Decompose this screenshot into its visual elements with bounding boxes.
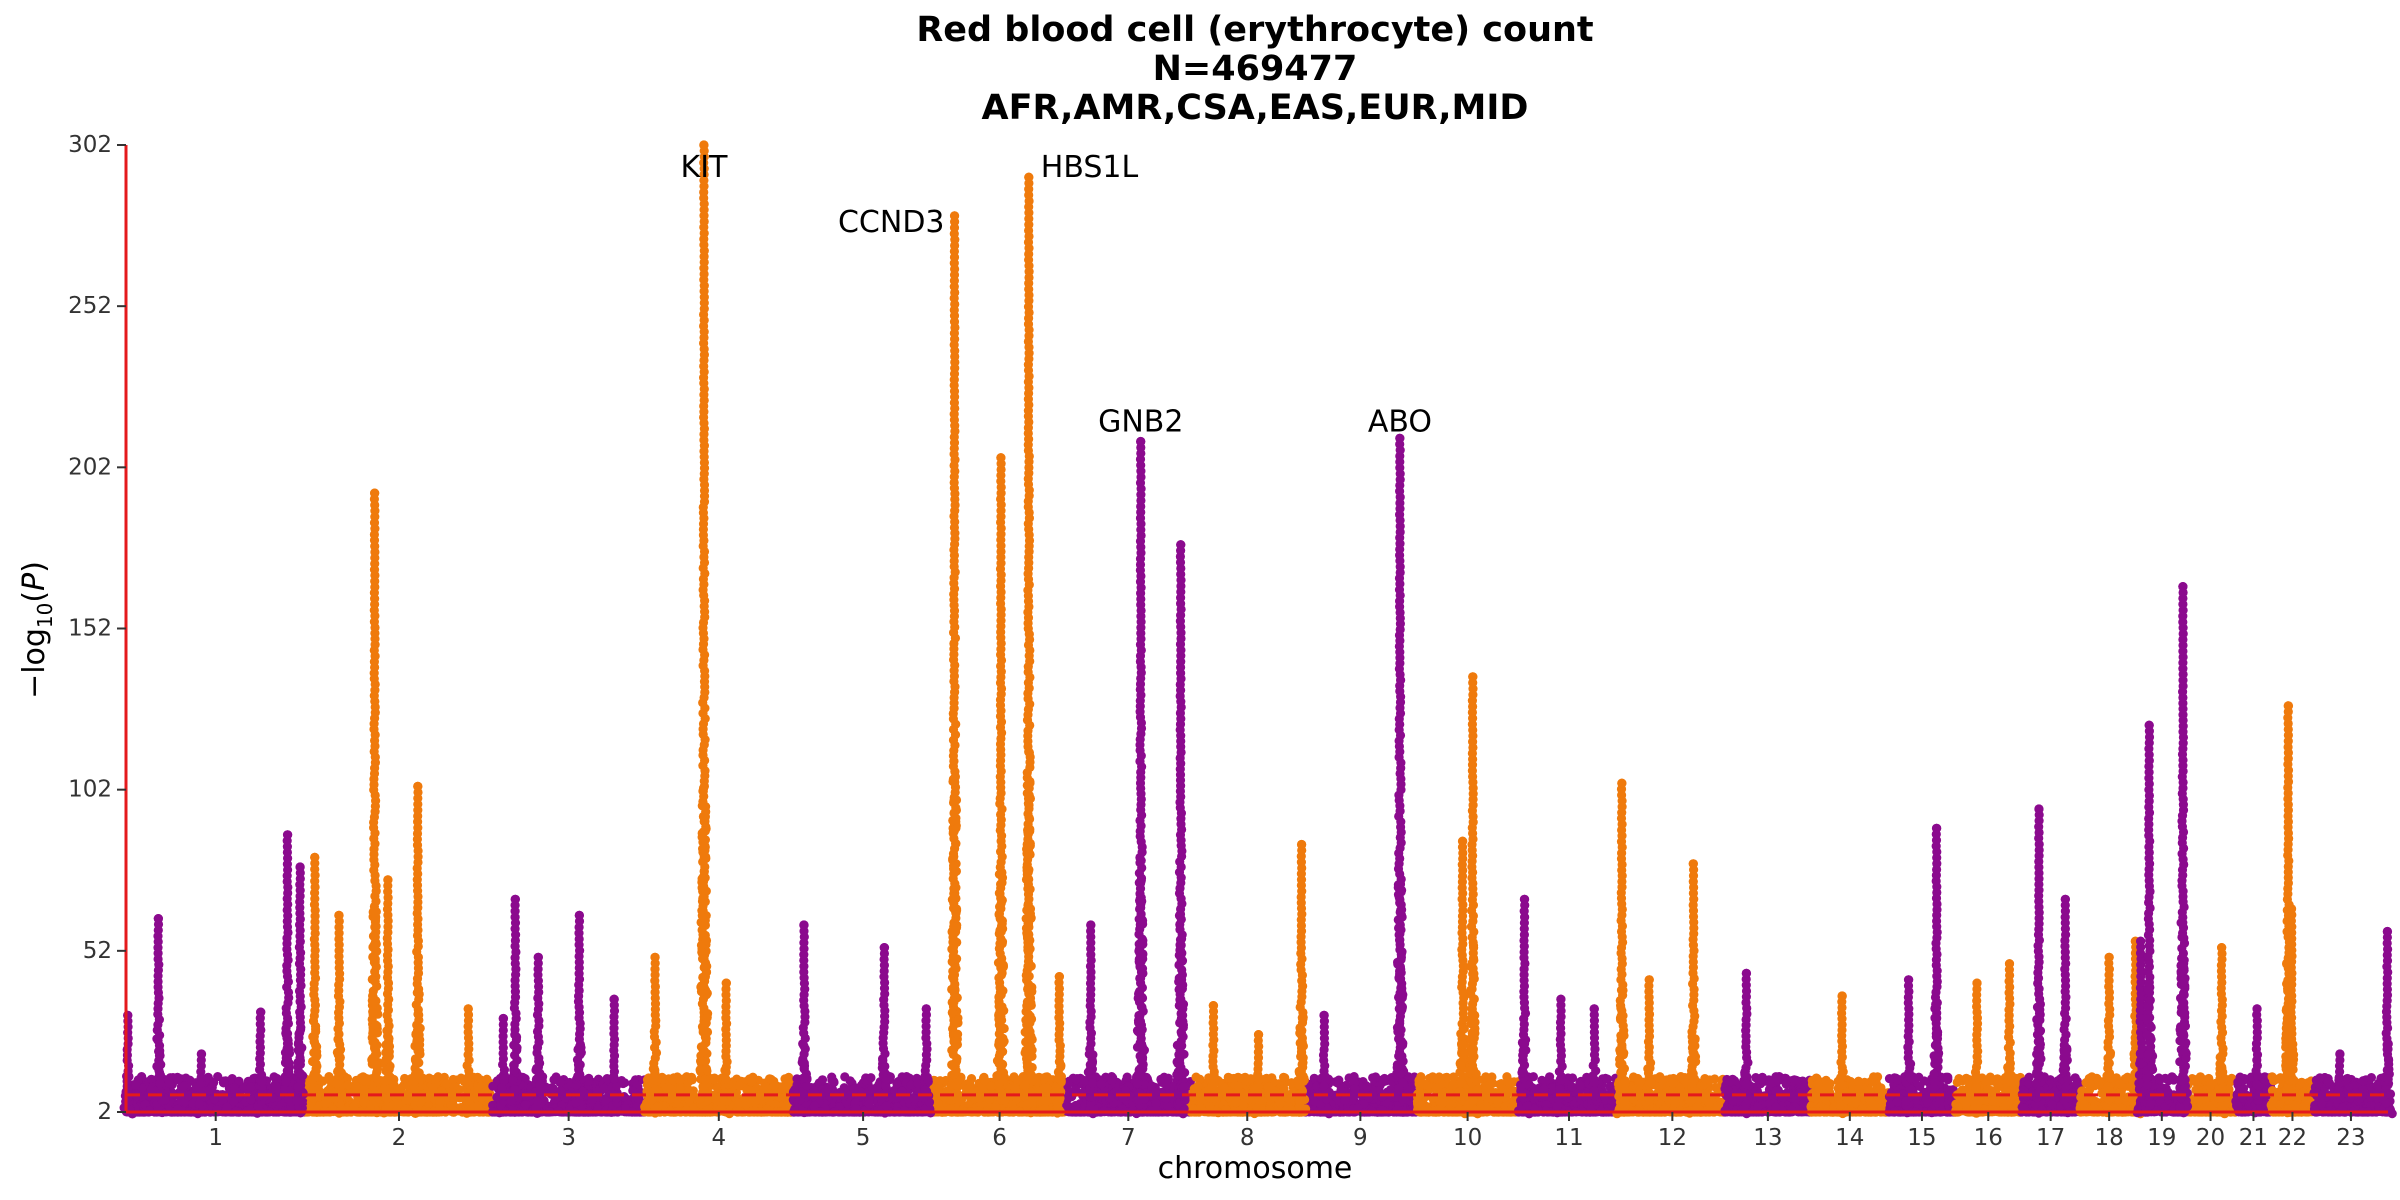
snp-point [587,1095,597,1105]
snp-point [246,1082,256,1092]
snp-point [488,1081,498,1091]
snp-point [845,1076,855,1086]
snp-point [209,1078,219,1088]
snp-point [131,1080,141,1090]
snp-point [428,1083,438,1093]
snp-point [666,1084,676,1094]
snp-point [866,1073,876,1083]
snp-point [448,1088,458,1098]
snp-point [219,1078,229,1088]
snp-point [424,1073,434,1083]
snp-point [402,1081,412,1091]
snp-point [183,1091,193,1101]
chart-title: Red blood cell (erythrocyte) count N=469… [916,10,1593,128]
snp-point [351,1082,361,1092]
snp-point [892,1079,902,1089]
snp-point [403,1095,413,1105]
snp-point [359,1085,369,1095]
data-points [119,140,2397,1119]
chart-title-line-3: AFR,AMR,CSA,EAS,EUR,MID [982,88,1529,128]
snp-point [325,1075,335,1085]
snp-point [1068,1073,1078,1083]
snp-point [229,1096,239,1106]
chart-title-line-2: N=469477 [1153,49,1358,89]
snp-point [687,1075,697,1085]
snp-point [146,1085,156,1095]
snp-point [1070,1085,1081,1095]
snp-point [827,1075,837,1085]
snp-point [473,1101,483,1111]
snp-point [222,1102,232,1112]
snp-point [817,1075,828,1085]
snp-point [1161,1080,1171,1090]
snp-point [1151,1098,1161,1108]
snp-point [1279,1072,1289,1082]
snp-point [229,1084,239,1094]
snp-point [746,1077,757,1087]
snp-point [320,1099,330,1109]
snp-point [209,1094,219,1104]
snp-point [684,1095,695,1105]
chart-title-line-1: Red blood cell (erythrocyte) count [916,10,1593,50]
snp-point [173,1075,183,1085]
snp-point [1150,1087,1160,1097]
snp-point [400,1073,410,1084]
snp-point [1107,1075,1117,1085]
snp-point [234,1076,244,1086]
snp-point [599,1083,609,1094]
snp-point [1122,1072,1132,1082]
snp-point [555,1078,565,1088]
snp-point [868,1084,878,1094]
snp-point [246,1095,256,1105]
snp-point [1040,1083,1050,1093]
snp-point [1010,1083,1020,1093]
snp-point [448,1074,458,1085]
snp-point [272,1073,282,1084]
snp-point [179,1081,189,1091]
snp-point [1070,1105,1080,1115]
snp-point [343,1080,353,1090]
snp-point [849,1084,859,1094]
snp-point [433,1072,443,1082]
snp-point [164,1078,174,1088]
snp-point [675,1075,685,1085]
snp-point [823,1084,833,1094]
snp-point [619,1092,629,1102]
snp-point [966,1074,977,1084]
snp-point [548,1083,558,1093]
snp-point [864,1099,874,1109]
snp-point [271,1081,281,1091]
